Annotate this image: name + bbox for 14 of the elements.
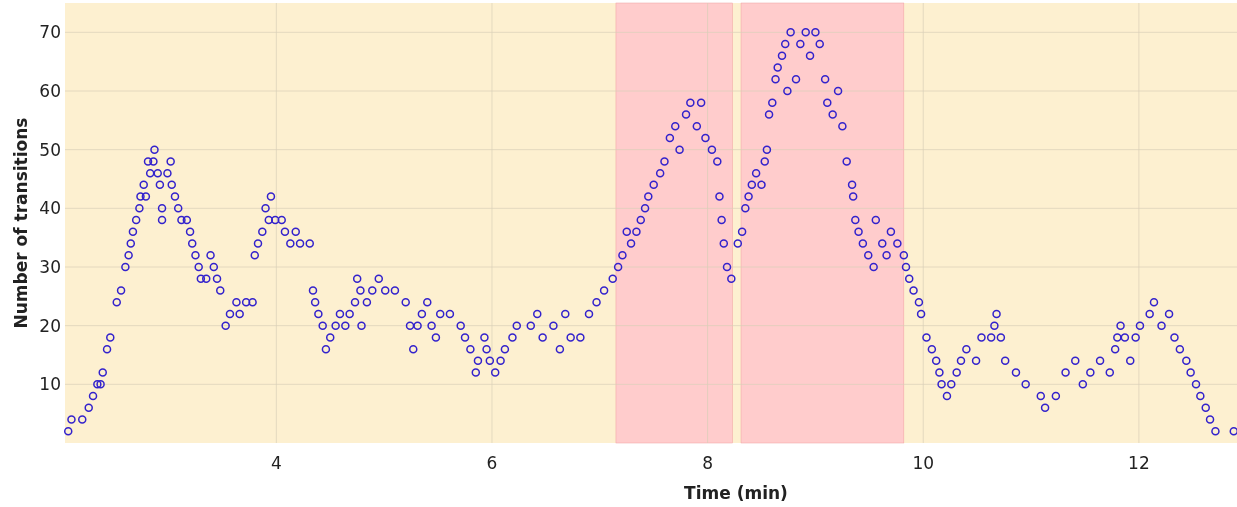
x-tick-label: 4 <box>270 453 282 473</box>
y-tick-label: 30 <box>39 257 61 277</box>
x-axis-title: Time (min) <box>684 483 788 503</box>
y-tick-label: 20 <box>39 315 61 336</box>
y-tick-label: 10 <box>39 374 61 395</box>
y-axis-title: Number of transitions <box>11 117 31 329</box>
x-tick-label: 12 <box>1128 453 1150 473</box>
x-tick-label: 6 <box>486 453 498 473</box>
x-tick-label: 10 <box>912 453 935 473</box>
y-tick-label: 50 <box>39 139 61 160</box>
x-tick-label: 8 <box>702 453 714 473</box>
y-tick-label: 40 <box>39 198 61 219</box>
y-tick-label: 60 <box>39 81 61 101</box>
y-tick-label: 70 <box>39 22 61 43</box>
